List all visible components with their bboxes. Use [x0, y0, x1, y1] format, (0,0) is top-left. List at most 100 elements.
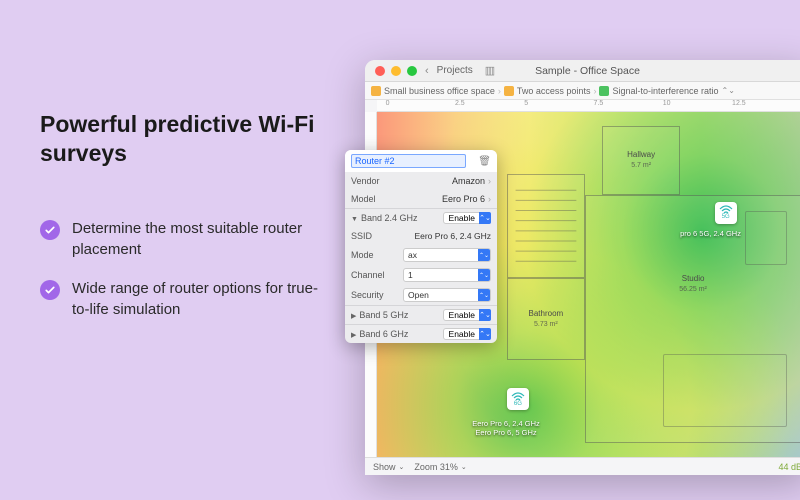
zoom-menu-button[interactable]: Zoom 31% ⌄ [414, 462, 466, 472]
page-title: Powerful predictive Wi-Fi surveys [40, 110, 320, 168]
chevron-right-icon: › [488, 194, 491, 204]
room-area: 56.25 m² [679, 286, 707, 293]
trash-icon[interactable]: 🗑 [478, 156, 491, 167]
channel-row: Channel 1 ⌃⌄ [345, 265, 497, 285]
feature-text: Wide range of router options for true-to… [72, 278, 320, 320]
enable-label: Enable [449, 213, 475, 223]
projects-back-button[interactable]: Projects [437, 65, 473, 76]
minimize-window-button[interactable] [391, 66, 401, 76]
chevron-down-icon: ⌄ [461, 463, 467, 471]
band-label: Band 5 GHz [359, 310, 408, 320]
room-hallway: Hallway 5.7 m² [602, 126, 680, 195]
breadcrumb-item[interactable]: Signal-to-interference ratio ⌃⌄ [599, 86, 734, 96]
chevron-updown-icon: ⌃⌄ [479, 212, 491, 224]
enable-label: Enable [449, 310, 475, 320]
router-badge: 6G [514, 401, 522, 407]
ruler-tick: 2.5 [455, 100, 465, 107]
zoom-window-button[interactable] [407, 66, 417, 76]
row-label: Model [351, 194, 376, 204]
room-bathroom: Bathroom 5.73 m² [507, 278, 585, 361]
band-label: Band 6 GHz [359, 329, 408, 339]
router-badge: 5G [722, 214, 730, 220]
row-label: Channel [351, 270, 385, 280]
row-label: SSID [351, 231, 372, 241]
room-area: 5.73 m² [534, 321, 558, 328]
disclosure-down-icon: ▼ [351, 216, 358, 223]
band-6-header[interactable]: ▶Band 6 GHz Enable ⌃⌄ [345, 325, 497, 343]
feature-list: Determine the most suitable router place… [40, 218, 320, 320]
router-label: Eero Pro 6, 2.4 GHz Eero Pro 6, 5 GHz [472, 419, 540, 438]
enable-toggle[interactable]: Enable ⌃⌄ [443, 309, 491, 321]
room-name: Hallway [627, 150, 655, 159]
router-pin[interactable]: 6G [507, 388, 529, 410]
enable-label: Enable [449, 329, 475, 339]
folder-icon [504, 86, 514, 96]
zoom-label: Zoom 31% [414, 462, 458, 472]
breadcrumb-label: Small business office space [384, 86, 495, 96]
router-properties-panel: 🗑 Vendor Amazon › Model Eero Pro 6 › ▼Ba… [345, 150, 497, 343]
breadcrumb: Small business office space › Two access… [365, 82, 800, 100]
band-label: Band 2.4 GHz [361, 213, 418, 223]
traffic-lights [375, 66, 417, 76]
mode-select[interactable]: ax ⌃⌄ [403, 248, 491, 262]
disclosure-right-icon: ▶ [351, 332, 356, 339]
row-label: Vendor [351, 176, 380, 186]
ssid-value[interactable]: Eero Pro 6, 2.4 GHz [414, 231, 491, 241]
ruler-tick: 5 [524, 100, 528, 107]
chevron-right-icon: › [498, 86, 501, 96]
show-menu-button[interactable]: Show ⌄ [373, 462, 404, 472]
map-icon [599, 86, 609, 96]
chevron-updown-icon: ⌃⌄ [478, 249, 490, 261]
back-icon[interactable]: ‹ [423, 65, 431, 77]
band-24-header[interactable]: ▼Band 2.4 GHz Enable ⌃⌄ [345, 209, 497, 227]
close-window-button[interactable] [375, 66, 385, 76]
select-value: 1 [404, 270, 478, 280]
security-row: Security Open ⌃⌄ [345, 285, 497, 305]
select-value: ax [404, 250, 478, 260]
ssid-row: SSID Eero Pro 6, 2.4 GHz [345, 227, 497, 245]
row-label: Security [351, 290, 384, 300]
band-5-header[interactable]: ▶Band 5 GHz Enable ⌃⌄ [345, 306, 497, 324]
chevron-right-icon: › [488, 176, 491, 186]
breadcrumb-label: Two access points [517, 86, 591, 96]
chevron-updown-icon: ⌃⌄ [478, 269, 490, 281]
signal-readout: 44 dB [778, 462, 800, 472]
ruler-horizontal: 0 2.5 5 7.5 10 12.5 [377, 100, 800, 112]
model-row[interactable]: Model Eero Pro 6 › [345, 190, 497, 208]
panel-header: 🗑 [345, 150, 497, 172]
room-name: Bathroom [529, 309, 564, 318]
room-stairs [507, 174, 585, 278]
ruler-tick: 10 [663, 100, 671, 107]
router-label: pro 6 5G, 2.4 GHz [680, 229, 741, 238]
feature-item: Determine the most suitable router place… [40, 218, 320, 260]
breadcrumb-item[interactable]: Two access points [504, 86, 591, 96]
check-icon [40, 220, 60, 240]
chevron-updown-icon: ⌃⌄ [479, 328, 491, 340]
chevron-updown-icon: ⌃⌄ [479, 309, 491, 321]
select-value: Open [404, 290, 478, 300]
router-pin[interactable]: 5G [715, 202, 737, 224]
router-name-input[interactable] [351, 154, 466, 168]
breadcrumb-item[interactable]: Small business office space [371, 86, 495, 96]
ruler-tick: 12.5 [732, 100, 746, 107]
check-icon [40, 280, 60, 300]
row-value: Eero Pro 6 [442, 194, 485, 204]
enable-toggle[interactable]: Enable ⌃⌄ [443, 328, 491, 340]
mode-row: Mode ax ⌃⌄ [345, 245, 497, 265]
ruler-tick: 7.5 [594, 100, 604, 107]
chevron-right-icon: › [593, 86, 596, 96]
room-area: 5.7 m² [631, 162, 651, 169]
folder-icon [371, 86, 381, 96]
room-name: Studio [682, 274, 705, 283]
bottom-bar: Show ⌄ Zoom 31% ⌄ 44 dB [365, 457, 800, 475]
breadcrumb-label: Signal-to-interference ratio [612, 86, 718, 96]
disclosure-right-icon: ▶ [351, 313, 356, 320]
vendor-row[interactable]: Vendor Amazon › [345, 172, 497, 190]
channel-select[interactable]: 1 ⌃⌄ [403, 268, 491, 282]
chevron-down-icon: ⌄ [399, 463, 405, 471]
enable-toggle[interactable]: Enable ⌃⌄ [443, 212, 491, 224]
chevron-updown-icon: ⌃⌄ [722, 86, 735, 95]
ruler-tick: 0 [386, 100, 390, 107]
sidebar-toggle-icon[interactable]: ▥ [483, 64, 497, 77]
security-select[interactable]: Open ⌃⌄ [403, 288, 491, 302]
